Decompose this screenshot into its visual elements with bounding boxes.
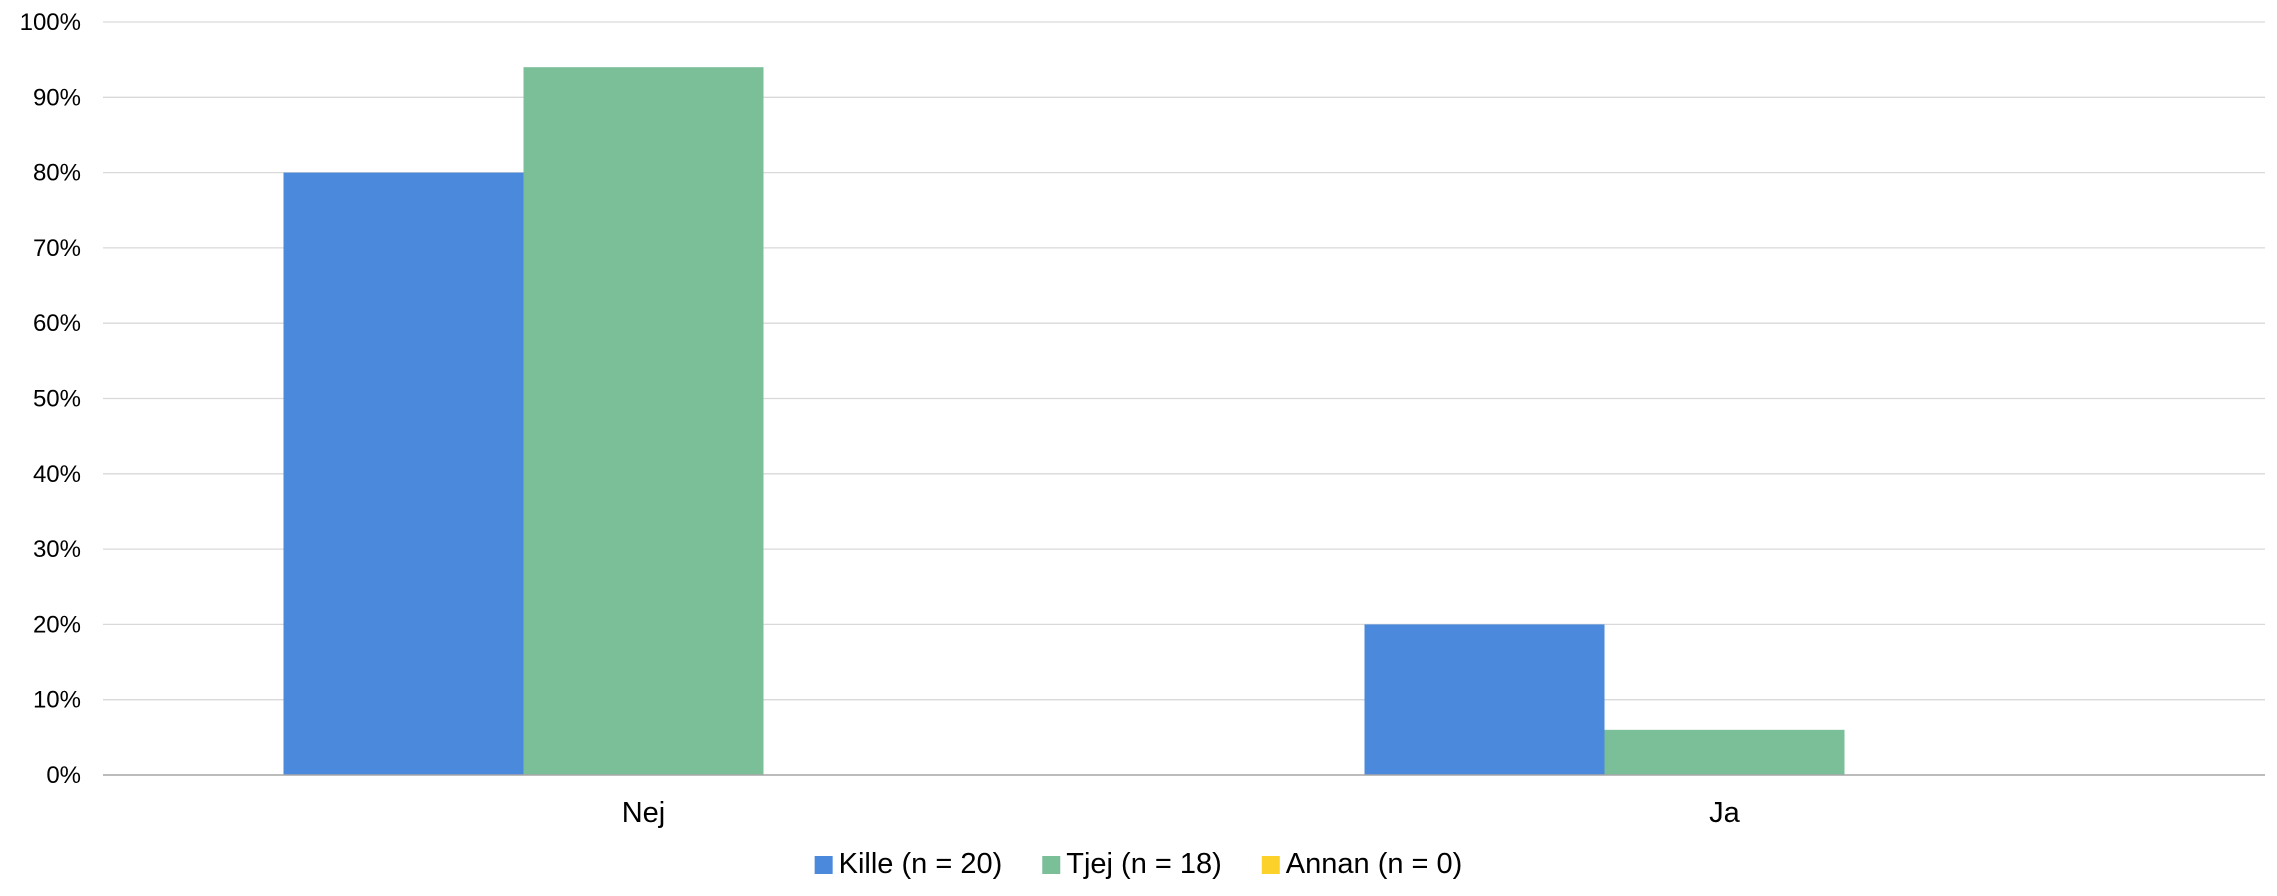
y-tick-label: 100% xyxy=(20,9,81,36)
legend-label: Tjej (n = 18) xyxy=(1066,848,1222,880)
legend-item: Tjej (n = 18) xyxy=(1042,848,1222,880)
x-tick-label: Ja xyxy=(1709,797,1741,829)
legend-item: Annan (n = 0) xyxy=(1261,848,1463,880)
bar xyxy=(283,172,524,776)
y-axis-tick-labels: 0% 10% 20% 30% 40% 50% 60% 70% 80% 90% 100% xyxy=(20,9,81,789)
bar xyxy=(1364,624,1605,775)
legend-swatch xyxy=(1042,856,1061,874)
legend-label: Kille (n = 20) xyxy=(839,848,1003,880)
x-tick-label: Nej xyxy=(622,797,666,829)
y-tick-label: 90% xyxy=(33,84,81,111)
y-tick-label: 80% xyxy=(33,160,81,187)
legend-swatch xyxy=(814,856,833,874)
legend-label: Annan (n = 0) xyxy=(1286,848,1463,880)
bars xyxy=(283,67,1845,776)
bar xyxy=(1604,729,1845,775)
y-tick-label: 40% xyxy=(33,461,81,488)
y-tick-label: 50% xyxy=(33,386,81,413)
bar xyxy=(523,67,764,776)
y-tick-label: 60% xyxy=(33,310,81,337)
y-tick-label: 20% xyxy=(33,611,81,638)
y-tick-label: 30% xyxy=(33,536,81,563)
x-axis: Nej Ja xyxy=(103,774,2265,829)
y-tick-label: 10% xyxy=(33,687,81,714)
legend-swatch xyxy=(1261,856,1280,874)
legend-item: Kille (n = 20) xyxy=(814,848,1003,880)
y-tick-label: 0% xyxy=(46,762,81,789)
y-tick-label: 70% xyxy=(33,235,81,262)
legend: Kille (n = 20) Tjej (n = 18) Annan (n = 0) xyxy=(814,848,1463,880)
